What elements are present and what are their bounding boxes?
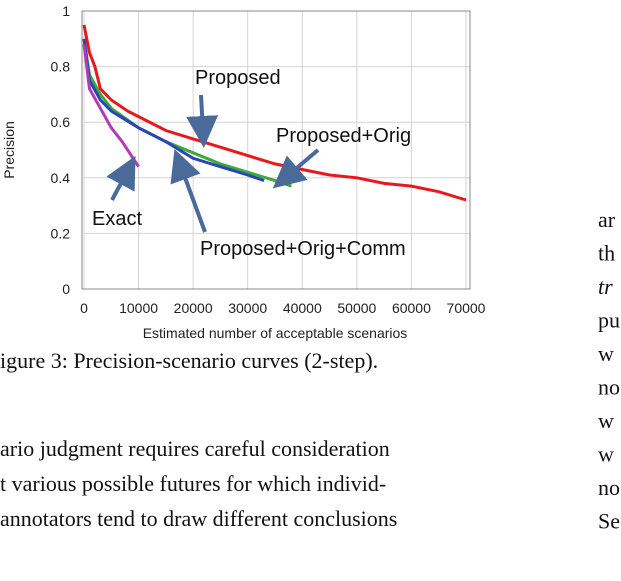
series-annotation: Proposed — [195, 67, 281, 89]
x-tick-label: 10000 — [119, 300, 158, 316]
x-tick-label: 60000 — [392, 300, 431, 316]
plot-frame — [81, 10, 471, 290]
series-line — [82, 24, 467, 202]
x-tick-label: 0 — [80, 300, 88, 316]
arrow — [186, 94, 219, 148]
arrows — [106, 94, 320, 233]
body-left: ario judgment requires careful considera… — [0, 436, 397, 531]
series-annotation: Proposed+Orig — [276, 125, 411, 147]
x-tick-label: 30000 — [228, 300, 267, 316]
series-annotation: Proposed+Orig+Comm — [200, 238, 406, 260]
x-tick-label: 40000 — [283, 300, 322, 316]
body-text-line: no — [598, 375, 620, 400]
body-text-line: ario judgment requires careful considera… — [0, 436, 390, 461]
x-tick-label: 50000 — [337, 300, 376, 316]
arrow — [170, 148, 207, 233]
body-text-line: ar — [598, 207, 616, 232]
y-tick-label: 0.6 — [51, 114, 71, 130]
y-axis-label: Precision — [1, 121, 17, 179]
body-text-line: tr — [598, 274, 613, 299]
y-tick-label: 0.8 — [51, 59, 71, 75]
plot: 0 0.2 0.4 0.6 0.8 1 0 10000 20000 30000 40000 50000… — [51, 3, 486, 316]
body-text-line: th — [598, 241, 615, 266]
y-tick-label: 1 — [62, 3, 70, 19]
y-tick-label: 0.4 — [51, 170, 71, 186]
body-text-line: no — [598, 475, 620, 500]
body-text-line: w — [598, 341, 614, 366]
y-tick-label: 0 — [62, 281, 70, 297]
body-text-line: w — [598, 408, 614, 433]
body-text-line: t various possible futures for which ind… — [0, 471, 386, 496]
x-tick-label: 20000 — [174, 300, 213, 316]
body-text-line: Se — [598, 509, 620, 534]
y-tick-label: 0.2 — [51, 225, 71, 241]
series-annotation: Exact — [92, 208, 142, 230]
body-text-line: w — [598, 442, 614, 467]
x-tick-label: 70000 — [447, 300, 486, 316]
series-line — [82, 38, 265, 183]
arrow — [106, 155, 136, 201]
body-text-line: pu — [598, 308, 620, 333]
arrow — [272, 148, 320, 189]
body-text-line: annotators tend to draw different conclu… — [0, 506, 397, 531]
x-axis-label: Estimated number of acceptable scenarios — [143, 325, 408, 341]
figure-caption: igure 3: Precision-scenario curves (2-st… — [0, 348, 378, 373]
